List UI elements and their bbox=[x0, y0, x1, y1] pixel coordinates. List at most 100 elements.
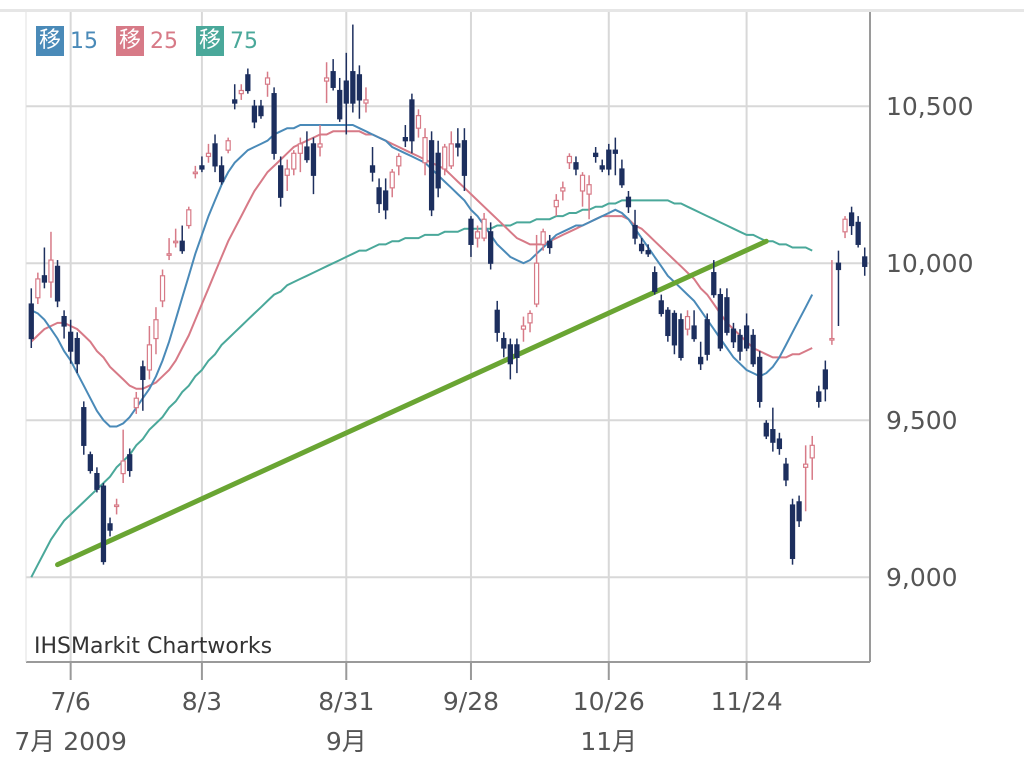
candle-down bbox=[258, 105, 264, 117]
candle-up bbox=[186, 209, 192, 227]
candle-down bbox=[855, 221, 861, 245]
candle-down bbox=[383, 190, 389, 211]
candle-up bbox=[533, 262, 540, 305]
candle-up bbox=[166, 253, 172, 256]
candle-down bbox=[776, 438, 783, 450]
candle-down bbox=[619, 168, 625, 186]
candle-down bbox=[848, 212, 855, 227]
candle-down bbox=[127, 454, 133, 472]
candle-down bbox=[691, 325, 697, 340]
ma75-line bbox=[30, 199, 813, 578]
candle-down bbox=[606, 149, 612, 170]
candle-up bbox=[146, 344, 153, 371]
candle-down bbox=[671, 312, 678, 346]
candle-down bbox=[455, 143, 461, 148]
candle-up bbox=[803, 463, 809, 468]
candle-down bbox=[28, 303, 34, 340]
candle-up bbox=[520, 325, 527, 330]
candle-up bbox=[415, 115, 422, 129]
candle-down bbox=[494, 309, 500, 333]
candle-up bbox=[291, 152, 297, 170]
candle-down bbox=[94, 472, 100, 490]
candle-up bbox=[323, 77, 330, 82]
x-tick-sublabel: 7月 2009 bbox=[14, 727, 126, 756]
candle-down bbox=[409, 99, 415, 142]
candle-down bbox=[107, 523, 113, 531]
candle-down bbox=[245, 74, 251, 92]
candle-down bbox=[704, 319, 710, 355]
candle-down bbox=[625, 196, 632, 208]
legend-item-ma25[interactable]: 移 25 bbox=[116, 26, 178, 56]
candle-down bbox=[376, 187, 382, 205]
candle-down bbox=[678, 319, 684, 359]
candle-down bbox=[304, 146, 310, 161]
candle-down bbox=[232, 99, 238, 104]
candle-down bbox=[757, 356, 763, 402]
candle-down bbox=[271, 93, 277, 154]
candle-down bbox=[652, 272, 658, 293]
candle-up bbox=[579, 174, 586, 192]
candle-up bbox=[48, 259, 54, 283]
top-divider bbox=[0, 9, 1024, 12]
candle-up bbox=[35, 278, 41, 299]
candle-down bbox=[68, 331, 74, 352]
candle-up bbox=[540, 231, 546, 245]
candle-down bbox=[612, 149, 618, 154]
candle-up bbox=[586, 184, 592, 195]
candle-down bbox=[750, 334, 756, 365]
candle-down bbox=[488, 231, 494, 264]
x-tick-sublabel: 9月 bbox=[326, 727, 367, 756]
candle-down bbox=[658, 300, 664, 315]
candle-up bbox=[192, 171, 198, 175]
candle-up bbox=[566, 155, 573, 164]
candle-down bbox=[140, 366, 146, 380]
candle-down bbox=[632, 224, 638, 239]
candle-up bbox=[133, 397, 139, 409]
candle-down bbox=[61, 315, 67, 327]
candle-down bbox=[428, 140, 435, 211]
candle-up bbox=[560, 187, 566, 192]
candle-down bbox=[337, 89, 343, 120]
candle-down bbox=[816, 391, 822, 402]
legend-item-ma75[interactable]: 移 75 bbox=[196, 26, 258, 56]
candle-up bbox=[297, 143, 303, 154]
candle-up bbox=[442, 146, 448, 170]
legend-value-ma25: 25 bbox=[150, 28, 179, 54]
candle-up bbox=[481, 218, 487, 239]
legend-item-ma15[interactable]: 移 15 bbox=[36, 26, 98, 56]
candle-up bbox=[474, 231, 481, 239]
candle-down bbox=[698, 356, 704, 365]
legend-badge-ma25: 移 bbox=[116, 26, 145, 56]
x-tick-label: 9/28 bbox=[443, 687, 499, 716]
candle-up bbox=[684, 315, 691, 330]
legend-badge-ma15: 移 bbox=[36, 26, 65, 56]
candle-down bbox=[665, 309, 671, 337]
candle-down bbox=[343, 80, 349, 104]
candle-down bbox=[547, 240, 553, 249]
trend-line bbox=[55, 238, 769, 568]
legend-badge-ma75: 移 bbox=[196, 26, 225, 56]
candle-down bbox=[743, 325, 750, 349]
candle-up bbox=[159, 275, 166, 302]
candle-down bbox=[402, 137, 408, 142]
candle-down bbox=[593, 152, 599, 158]
candle-down bbox=[74, 337, 80, 365]
candle-down bbox=[435, 152, 441, 189]
candle-down bbox=[54, 265, 61, 302]
candle-down bbox=[278, 165, 284, 198]
candle-up bbox=[809, 444, 815, 459]
candle-down bbox=[599, 165, 605, 170]
candle-down bbox=[81, 407, 87, 446]
candle-down bbox=[87, 454, 93, 472]
candle-up bbox=[422, 137, 428, 164]
candle-down bbox=[199, 165, 205, 170]
candle-down bbox=[350, 71, 356, 104]
candle-up bbox=[389, 171, 395, 189]
candle-down bbox=[514, 344, 520, 359]
candle-down bbox=[645, 250, 651, 255]
legend-value-ma15: 15 bbox=[70, 28, 99, 54]
candle-up bbox=[829, 337, 835, 341]
candle-up bbox=[225, 140, 231, 151]
candle-down bbox=[737, 334, 743, 352]
candle-up bbox=[264, 77, 271, 85]
